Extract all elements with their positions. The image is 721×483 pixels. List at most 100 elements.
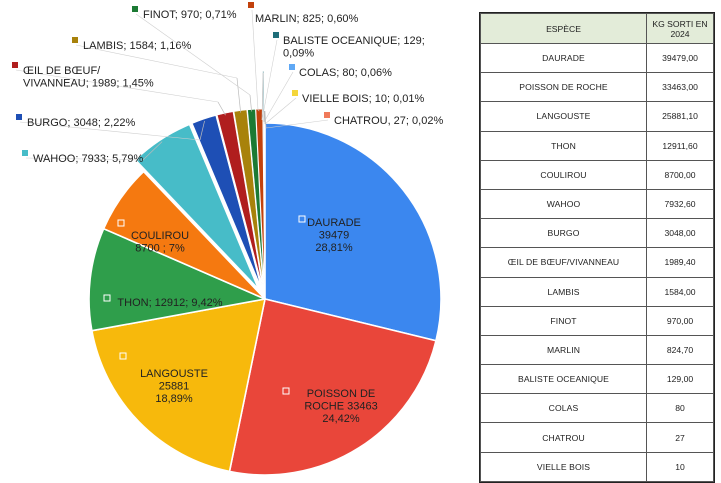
- table-cell-kg: 27: [647, 423, 714, 452]
- data-label-line: COULIROU: [131, 230, 189, 242]
- legend-marker: [16, 114, 22, 120]
- legend-marker: [72, 37, 78, 43]
- data-label-line: WAHOO; 7933; 5,79%: [33, 153, 143, 165]
- data-label-line: BALISTE OCEANIQUE; 129;: [283, 35, 425, 47]
- leader-line: [237, 78, 241, 113]
- table-cell-species: COLAS: [481, 394, 647, 423]
- data-label-marlin: MARLIN; 825; 0,60%: [255, 13, 359, 25]
- data-label-line: LANGOUSTE: [140, 368, 208, 380]
- table-cell-species: FINOT: [481, 306, 647, 335]
- table-cell-kg: 824,70: [647, 335, 714, 364]
- table-cell-species: VIELLE BOIS: [481, 452, 647, 481]
- leader-line: [252, 10, 258, 110]
- data-label-line: MARLIN; 825; 0,60%: [255, 13, 359, 25]
- table-cell-kg: 1989,40: [647, 248, 714, 277]
- table-cell-species: COULIROU: [481, 160, 647, 189]
- table-cell-kg: 33463,00: [647, 73, 714, 102]
- data-label-line: 25881: [159, 381, 190, 393]
- pie-slices: [89, 71, 441, 475]
- column-header-species: ESPÈCE: [481, 14, 647, 44]
- data-label-line: 24,42%: [322, 413, 360, 425]
- data-label-line: COLAS; 80; 0,06%: [299, 67, 392, 79]
- legend-marker: [22, 150, 28, 156]
- data-label-line: 39479: [319, 230, 350, 242]
- table-cell-kg: 7932,60: [647, 189, 714, 218]
- table-cell-species: WAHOO: [481, 189, 647, 218]
- data-label-line: FINOT; 970; 0,71%: [143, 9, 237, 21]
- table-cell-kg: 970,00: [647, 306, 714, 335]
- table-cell-species: DAURADE: [481, 44, 647, 73]
- data-label-line: DAURADE: [307, 217, 361, 229]
- legend-marker: [132, 6, 138, 12]
- table-cell-species: CHATROU: [481, 423, 647, 452]
- data-label-line: ROCHE 33463: [304, 401, 377, 413]
- legend-marker: [324, 112, 330, 118]
- data-label-line: POISSON DE: [307, 388, 375, 400]
- data-label-line: THON; 12912; 9,42%: [117, 297, 222, 309]
- table-header-row: ESPÈCE KG SORTI EN 2024: [481, 14, 714, 44]
- data-label-line: ŒIL DE BŒUF/: [23, 65, 101, 77]
- legend-marker: [292, 90, 298, 96]
- legend-marker: [273, 32, 279, 38]
- leader-line: [264, 72, 293, 122]
- data-label-chatrou: CHATROU, 27; 0,02%: [334, 115, 443, 127]
- data-label-line: 28,81%: [315, 242, 353, 254]
- table-cell-kg: 39479,00: [647, 44, 714, 73]
- data-label--il-de-b-uf-vivanneau: ŒIL DE BŒUF/VIVANNEAU; 1989; 1,45%: [23, 65, 154, 90]
- table-cell-kg: 8700,00: [647, 160, 714, 189]
- data-label-baliste-oceanique: BALISTE OCEANIQUE; 129;0,09%: [283, 35, 425, 60]
- data-label-line: VIVANNEAU; 1989; 1,45%: [23, 78, 154, 90]
- data-label-finot: FINOT; 970; 0,71%: [143, 9, 237, 21]
- table-cell-species: BALISTE OCEANIQUE: [481, 365, 647, 394]
- data-label-line: 18,89%: [155, 393, 193, 405]
- data-label-burgo: BURGO; 3048; 2,22%: [27, 117, 135, 129]
- data-label-line: VIELLE BOIS; 10; 0,01%: [302, 93, 425, 105]
- table-cell-species: POISSON DE ROCHE: [481, 73, 647, 102]
- legend-marker: [289, 64, 295, 70]
- legend-marker: [248, 2, 254, 8]
- data-label-line: 0,09%: [283, 48, 314, 60]
- table-cell-kg: 25881,10: [647, 102, 714, 131]
- table-cell-species: BURGO: [481, 219, 647, 248]
- data-label-thon: THON; 12912; 9,42%: [117, 297, 222, 309]
- table-cell-kg: 80: [647, 394, 714, 423]
- table-cell-kg: 10: [647, 452, 714, 481]
- table-cell-species: LAMBIS: [481, 277, 647, 306]
- column-header-kg: KG SORTI EN 2024: [647, 14, 714, 44]
- data-label-colas: COLAS; 80; 0,06%: [299, 67, 392, 79]
- table-cell-species: LANGOUSTE: [481, 102, 647, 131]
- table-cell-kg: 129,00: [647, 365, 714, 394]
- table-cell-species: MARLIN: [481, 335, 647, 364]
- data-label-wahoo: WAHOO; 7933; 5,79%: [33, 153, 143, 165]
- data-label-line: BURGO; 3048; 2,22%: [27, 117, 135, 129]
- data-label-line: CHATROU, 27; 0,02%: [334, 115, 443, 127]
- leader-line: [218, 102, 225, 115]
- data-label-vielle-bois: VIELLE BOIS; 10; 0,01%: [302, 93, 425, 105]
- data-label-line: 8700 ; 7%: [135, 243, 185, 255]
- leader-line: [262, 40, 277, 120]
- table-cell-kg: 1584,00: [647, 277, 714, 306]
- table-cell-kg: 3048,00: [647, 219, 714, 248]
- legend-marker: [12, 62, 18, 68]
- leader-line: [250, 95, 252, 111]
- table-cell-species: THON: [481, 131, 647, 160]
- leader-line: [265, 98, 296, 124]
- table-cell-kg: 12911,60: [647, 131, 714, 160]
